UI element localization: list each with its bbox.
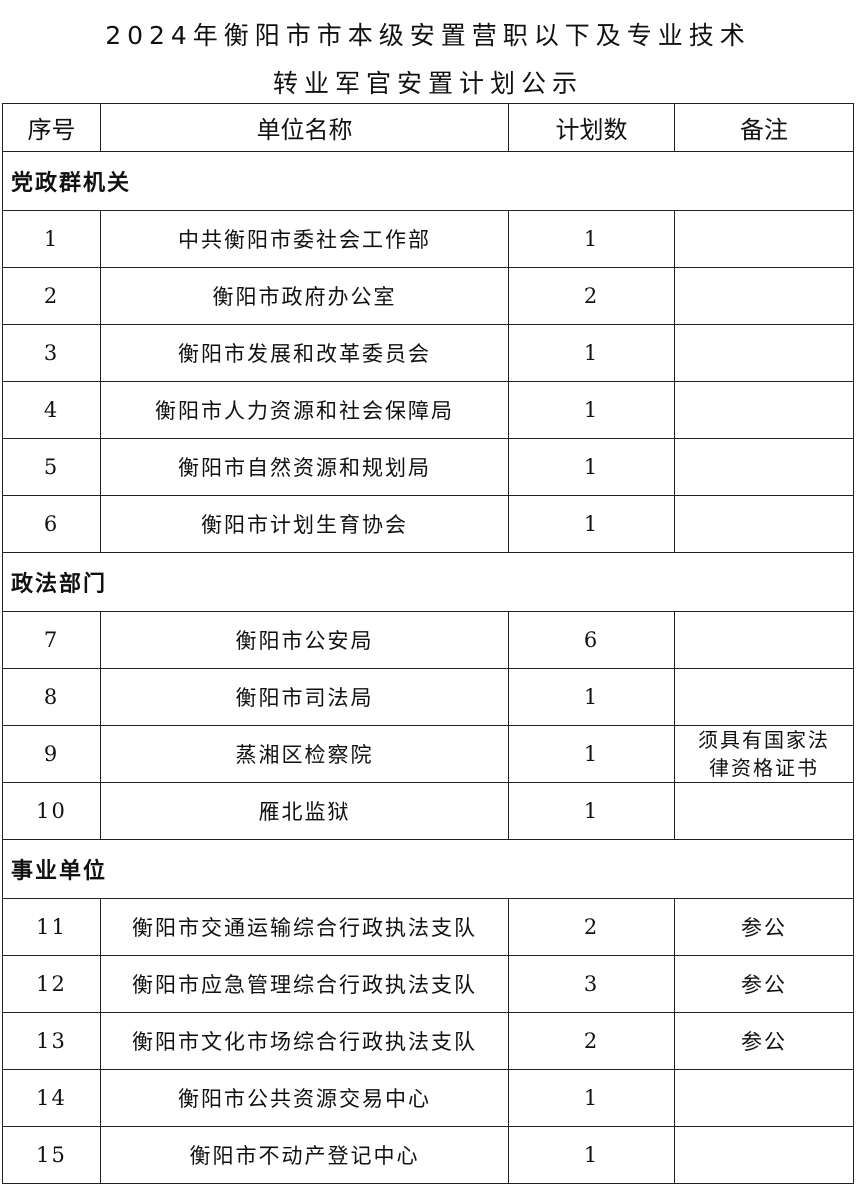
cell-unit: 衡阳市自然资源和规划局 xyxy=(100,438,509,496)
cell-no: 12 xyxy=(2,955,101,1013)
cell-no: 6 xyxy=(2,495,101,553)
cell-no: 10 xyxy=(2,782,101,840)
cell-unit: 衡阳市交通运输综合行政执法支队 xyxy=(100,898,509,956)
cell-count: 6 xyxy=(508,611,675,669)
section-title: 党政群机关 xyxy=(2,151,854,211)
cell-count: 3 xyxy=(508,955,675,1013)
cell-unit: 雁北监狱 xyxy=(100,782,509,840)
cell-count: 1 xyxy=(508,324,675,382)
cell-count: 1 xyxy=(508,725,675,783)
table-row: 11 衡阳市交通运输综合行政执法支队 2 参公 xyxy=(2,898,854,956)
table-row: 5 衡阳市自然资源和规划局 1 xyxy=(2,438,854,496)
header-no: 序号 xyxy=(2,103,101,152)
table-row: 6 衡阳市计划生育协会 1 xyxy=(2,495,854,553)
cell-no: 2 xyxy=(2,267,101,325)
cell-no: 5 xyxy=(2,438,101,496)
document-title-line1: 2024年衡阳市市本级安置营职以下及专业技术 xyxy=(105,21,751,50)
table-header-row: 序号 单位名称 计划数 备注 xyxy=(2,103,854,152)
section-row: 党政群机关 xyxy=(2,151,854,211)
cell-unit: 衡阳市不动产登记中心 xyxy=(100,1126,509,1184)
cell-no: 3 xyxy=(2,324,101,382)
table-row: 3 衡阳市发展和改革委员会 1 xyxy=(2,324,854,382)
cell-count: 2 xyxy=(508,1012,675,1070)
cell-no: 9 xyxy=(2,725,101,783)
header-count: 计划数 xyxy=(508,103,675,152)
cell-note xyxy=(674,267,854,325)
cell-unit: 衡阳市人力资源和社会保障局 xyxy=(100,381,509,439)
cell-unit: 中共衡阳市委社会工作部 xyxy=(100,210,509,268)
table-row: 10 雁北监狱 1 xyxy=(2,782,854,840)
section-title: 政法部门 xyxy=(2,552,854,612)
table-row: 13 衡阳市文化市场综合行政执法支队 2 参公 xyxy=(2,1012,854,1070)
cell-no: 1 xyxy=(2,210,101,268)
placement-plan-table: 序号 单位名称 计划数 备注 党政群机关 1 中共衡阳市委社会工作部 1 2 衡阳市政府办… xyxy=(2,103,854,1184)
cell-no: 14 xyxy=(2,1069,101,1127)
cell-count: 1 xyxy=(508,381,675,439)
section-title: 事业单位 xyxy=(2,839,854,899)
cell-count: 1 xyxy=(508,668,675,726)
cell-no: 8 xyxy=(2,668,101,726)
cell-count: 1 xyxy=(508,210,675,268)
table-row: 9 蒸湘区检察院 1 须具有国家法律资格证书 xyxy=(2,725,854,783)
cell-count: 1 xyxy=(508,438,675,496)
cell-count: 1 xyxy=(508,1126,675,1184)
cell-unit: 衡阳市政府办公室 xyxy=(100,267,509,325)
table-row: 4 衡阳市人力资源和社会保障局 1 xyxy=(2,381,854,439)
cell-note xyxy=(674,495,854,553)
table-row: 7 衡阳市公安局 6 xyxy=(2,611,854,669)
cell-no: 7 xyxy=(2,611,101,669)
cell-no: 4 xyxy=(2,381,101,439)
cell-note xyxy=(674,438,854,496)
cell-note xyxy=(674,668,854,726)
cell-note xyxy=(674,611,854,669)
cell-note xyxy=(674,324,854,382)
cell-note: 参公 xyxy=(674,1012,854,1070)
cell-note xyxy=(674,1069,854,1127)
document-title-line2: 转业军官安置计划公示 xyxy=(272,69,583,98)
table-row: 12 衡阳市应急管理综合行政执法支队 3 参公 xyxy=(2,955,854,1013)
header-unit: 单位名称 xyxy=(100,103,509,152)
table-row: 1 中共衡阳市委社会工作部 1 xyxy=(2,210,854,268)
cell-note: 参公 xyxy=(674,898,854,956)
cell-no: 11 xyxy=(2,898,101,956)
table-row: 8 衡阳市司法局 1 xyxy=(2,668,854,726)
header-note: 备注 xyxy=(674,103,854,152)
cell-note: 须具有国家法律资格证书 xyxy=(674,725,854,783)
cell-unit: 蒸湘区检察院 xyxy=(100,725,509,783)
cell-note: 参公 xyxy=(674,955,854,1013)
cell-count: 1 xyxy=(508,1069,675,1127)
cell-note xyxy=(674,210,854,268)
cell-note xyxy=(674,1126,854,1184)
cell-no: 15 xyxy=(2,1126,101,1184)
cell-unit: 衡阳市公共资源交易中心 xyxy=(100,1069,509,1127)
cell-unit: 衡阳市发展和改革委员会 xyxy=(100,324,509,382)
cell-unit: 衡阳市应急管理综合行政执法支队 xyxy=(100,955,509,1013)
cell-note xyxy=(674,782,854,840)
section-row: 事业单位 xyxy=(2,839,854,899)
table-row: 15 衡阳市不动产登记中心 1 xyxy=(2,1126,854,1184)
cell-count: 2 xyxy=(508,267,675,325)
cell-note xyxy=(674,381,854,439)
table-row: 2 衡阳市政府办公室 2 xyxy=(2,267,854,325)
table-row: 14 衡阳市公共资源交易中心 1 xyxy=(2,1069,854,1127)
cell-count: 1 xyxy=(508,782,675,840)
section-row: 政法部门 xyxy=(2,552,854,612)
cell-no: 13 xyxy=(2,1012,101,1070)
cell-unit: 衡阳市公安局 xyxy=(100,611,509,669)
cell-unit: 衡阳市司法局 xyxy=(100,668,509,726)
cell-count: 1 xyxy=(508,495,675,553)
cell-unit: 衡阳市文化市场综合行政执法支队 xyxy=(100,1012,509,1070)
cell-count: 2 xyxy=(508,898,675,956)
cell-unit: 衡阳市计划生育协会 xyxy=(100,495,509,553)
